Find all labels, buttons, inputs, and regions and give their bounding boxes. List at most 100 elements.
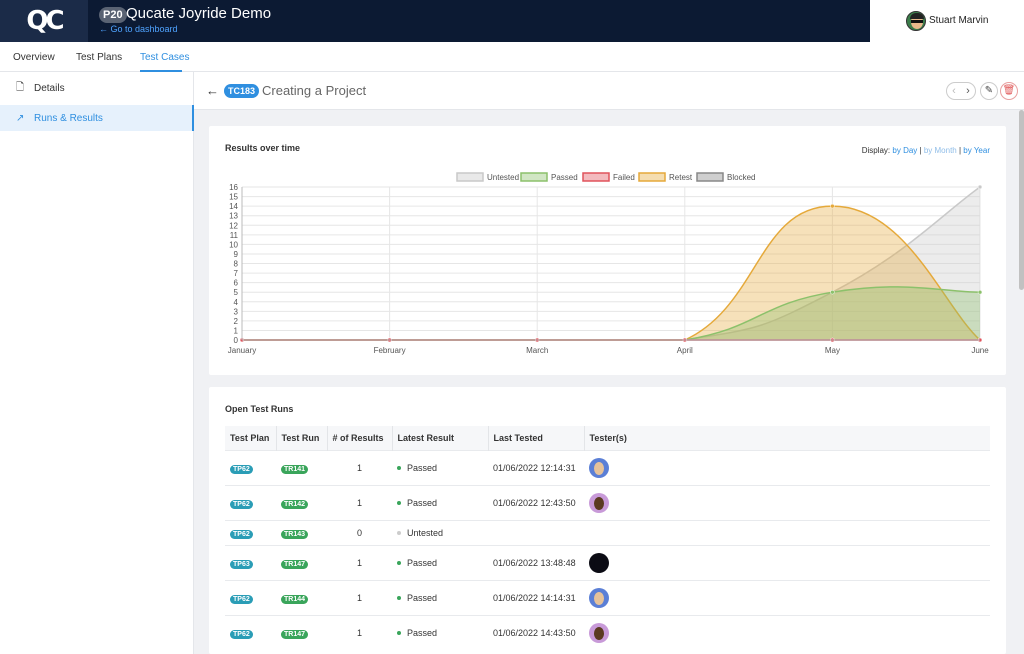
test-plan-badge[interactable]: TP62: [230, 529, 253, 539]
pencil-icon: ✎: [984, 85, 994, 96]
tester-avatar[interactable]: [589, 587, 609, 608]
page-title: Creating a Project: [262, 83, 367, 98]
scrollbar[interactable]: [1019, 110, 1024, 290]
y-tick-label: 5: [234, 288, 239, 297]
tester-avatar[interactable]: [589, 622, 609, 643]
back-arrow-icon[interactable]: ←: [206, 83, 219, 98]
column-header[interactable]: # of Results: [327, 426, 393, 450]
test-plan-cell: TP62: [225, 579, 276, 615]
test-plan-badge[interactable]: TP62: [230, 594, 253, 604]
test-run-badge[interactable]: TR144: [281, 594, 309, 604]
latest-result-cell: Untested: [392, 519, 488, 545]
legend-swatch-passed: [520, 172, 548, 182]
last-tested: 01/06/2022 12:14:31: [488, 449, 584, 485]
status-dot: [397, 501, 401, 506]
table-row[interactable]: TP62 TR142 1 Passed 01/06/2022 12:43:50: [225, 484, 990, 520]
by-month-link[interactable]: by Month: [923, 146, 957, 155]
column-header[interactable]: Tester(s): [584, 426, 990, 450]
active-tab-indicator: [140, 70, 182, 72]
series-area-untested: [242, 187, 980, 340]
sidebar-item-label: Runs & Results: [34, 112, 103, 124]
latest-result-cell: Passed: [392, 614, 488, 650]
by-day-link[interactable]: by Day: [892, 146, 918, 155]
latest-result: Passed: [407, 557, 438, 568]
user-menu[interactable]: [870, 0, 1024, 42]
column-header[interactable]: Last Tested: [488, 426, 585, 450]
sidebar-item-details[interactable]: 🗋 Details: [0, 74, 194, 102]
trend-icon: ↗: [16, 112, 25, 124]
test-plan-badge[interactable]: TP62: [230, 464, 253, 474]
test-run-badge[interactable]: TR141: [281, 464, 309, 474]
test-run-cell: TR143: [276, 519, 327, 545]
tester-avatar[interactable]: [589, 552, 609, 573]
result-count: 1: [327, 579, 392, 615]
testers-cell: [584, 544, 990, 580]
test-plan-badge[interactable]: TP62: [230, 629, 253, 639]
x-tick-label: April: [677, 346, 693, 355]
test-plan-badge[interactable]: TP62: [230, 499, 253, 509]
table-row[interactable]: TP63 TR147 1 Passed 01/06/2022 13:48:48: [225, 544, 990, 580]
testers-cell: [584, 579, 990, 615]
tab-test-plans[interactable]: Test Plans: [76, 52, 123, 63]
result-count: 1: [327, 484, 392, 520]
user-name[interactable]: Stuart Marvin: [929, 15, 989, 26]
y-tick-label: 12: [229, 221, 238, 230]
legend-label: Failed: [613, 173, 635, 182]
test-run-badge[interactable]: TR147: [281, 629, 309, 639]
result-count: 1: [327, 614, 392, 650]
test-plan-cell: TP62: [225, 449, 276, 485]
y-tick-label: 3: [234, 307, 239, 316]
table-row[interactable]: TP62 TR147 1 Passed 01/06/2022 14:43:50: [225, 614, 990, 650]
tab-overview[interactable]: Overview: [13, 52, 55, 63]
sidebar-item-runs-results[interactable]: ↗ Runs & Results: [0, 105, 194, 131]
column-header[interactable]: Test Plan: [225, 426, 277, 450]
user-avatar[interactable]: [906, 11, 926, 31]
y-tick-label: 14: [229, 202, 238, 211]
last-tested: 01/06/2022 12:43:50: [488, 484, 584, 520]
delete-button[interactable]: 🗑: [1000, 82, 1018, 100]
project-badge: P20: [99, 7, 127, 23]
y-tick-label: 15: [229, 193, 238, 202]
top-bar: QC P20 Qucate Joyride Demo ← Go to dashb…: [0, 0, 1024, 42]
edit-button[interactable]: ✎: [980, 82, 998, 100]
latest-result: Untested: [407, 527, 444, 538]
last-tested: 01/06/2022 14:14:31: [488, 579, 584, 615]
table-row[interactable]: TP62 TR144 1 Passed 01/06/2022 14:14:31: [225, 579, 990, 615]
test-run-badge[interactable]: TR143: [281, 529, 309, 539]
by-year-link[interactable]: by Year: [963, 146, 990, 155]
chevron-left-icon[interactable]: ‹: [952, 85, 956, 97]
table-row[interactable]: TP62 TR141 1 Passed 01/06/2022 12:14:31: [225, 449, 990, 485]
status-dot: [397, 531, 401, 536]
tester-avatar[interactable]: [589, 492, 609, 513]
y-tick-label: 10: [229, 240, 238, 249]
test-plan-badge[interactable]: TP63: [230, 559, 253, 569]
y-tick-label: 11: [230, 231, 239, 240]
legend-swatch-failed: [582, 172, 610, 182]
y-tick-label: 2: [234, 317, 239, 326]
latest-result-cell: Passed: [392, 579, 488, 615]
column-header[interactable]: Latest Result: [392, 426, 489, 450]
latest-result: Passed: [407, 497, 438, 508]
prev-next-nav: ‹ ›: [946, 82, 976, 100]
go-to-dashboard-link[interactable]: ← Go to dashboard: [99, 24, 178, 34]
chevron-right-icon[interactable]: ›: [966, 85, 970, 97]
result-count: 1: [327, 449, 392, 485]
legend-swatch-untested: [456, 172, 484, 182]
data-point-untested: [977, 184, 983, 190]
separator: |: [919, 146, 922, 155]
tester-avatar[interactable]: [589, 457, 609, 478]
app-logo[interactable]: QC: [0, 0, 88, 42]
display-control: Display: by Day | by Month | by Year: [862, 146, 990, 155]
column-header[interactable]: Test Run: [276, 426, 328, 450]
test-run-badge[interactable]: TR142: [281, 499, 309, 509]
table-row[interactable]: TP62 TR143 0 Untested: [225, 519, 990, 545]
x-tick-label: March: [526, 346, 548, 355]
legend-swatch-blocked: [696, 172, 724, 182]
tab-test-cases[interactable]: Test Cases: [140, 52, 190, 63]
test-run-cell: TR147: [276, 544, 327, 580]
y-tick-label: 13: [229, 212, 238, 221]
latest-result: Passed: [407, 592, 438, 603]
legend-label: Retest: [669, 173, 693, 182]
test-run-badge[interactable]: TR147: [281, 559, 309, 569]
legend-label: Untested: [487, 173, 519, 182]
